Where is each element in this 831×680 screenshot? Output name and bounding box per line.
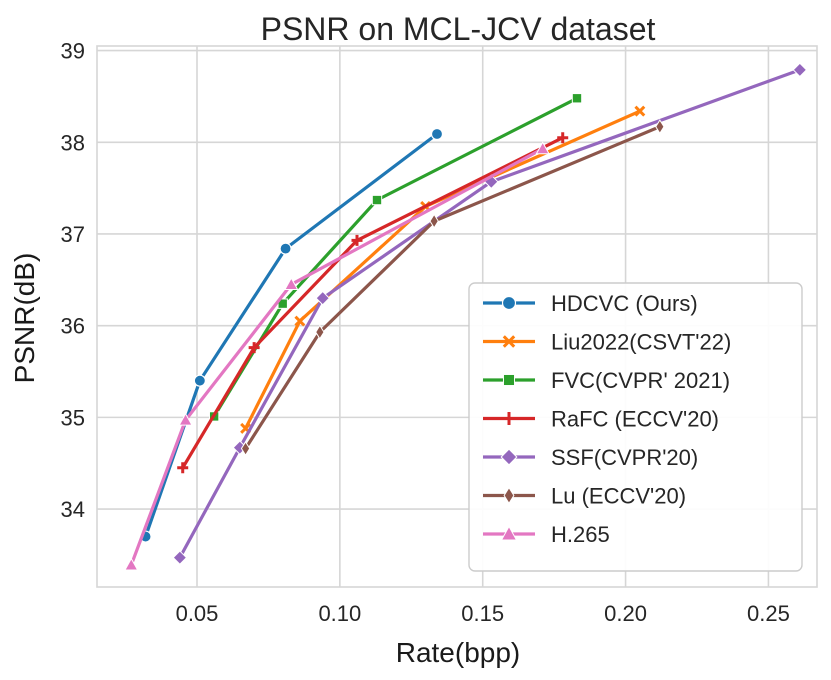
plot-border bbox=[96, 45, 818, 588]
data-point bbox=[429, 213, 439, 229]
data-point bbox=[634, 105, 646, 117]
x-tick-label: 0.25 bbox=[747, 601, 790, 626]
legend-entry: HDCVC (Ours) bbox=[483, 291, 698, 316]
legend-label: Liu2022(CSVT'22) bbox=[551, 330, 731, 355]
legend-label: Lu (ECCV'20) bbox=[551, 484, 686, 509]
data-point bbox=[172, 550, 188, 565]
legend: HDCVC (Ours) Liu2022(CSVT'22) FVC(CVPR' 20… bbox=[468, 282, 803, 572]
data-point bbox=[655, 119, 665, 135]
series-h-265 bbox=[124, 141, 550, 571]
data-point bbox=[315, 290, 331, 306]
x-axis-label: Rate(bpp) bbox=[396, 637, 521, 668]
x-tick-label: 0.20 bbox=[604, 601, 647, 626]
data-point bbox=[535, 141, 550, 155]
legend-entry: H.265 bbox=[483, 522, 610, 547]
data-point bbox=[571, 93, 583, 104]
y-tick-label: 36 bbox=[61, 314, 85, 339]
y-tick-label: 34 bbox=[61, 497, 85, 522]
series-line bbox=[243, 125, 662, 451]
legend-marker bbox=[500, 448, 518, 466]
data-point bbox=[315, 324, 325, 340]
y-axis-label: PSNR(dB) bbox=[9, 253, 40, 384]
legend-label: FVC(CVPR' 2021) bbox=[551, 368, 730, 393]
legend-entry: Liu2022(CSVT'22) bbox=[483, 330, 731, 355]
data-point bbox=[193, 374, 206, 387]
data-point bbox=[371, 194, 383, 206]
x-tick-label: 0.05 bbox=[176, 601, 219, 626]
legend-entry: FVC(CVPR' 2021) bbox=[483, 368, 730, 393]
legend-entry: RaFC (ECCV'20) bbox=[483, 407, 719, 432]
series-line bbox=[181, 136, 565, 470]
series-ssf-cvpr-20 bbox=[172, 62, 808, 565]
series-liu2022-csvt-22 bbox=[240, 105, 646, 434]
data-point bbox=[248, 342, 260, 354]
legend-box bbox=[468, 282, 803, 572]
legend-marker bbox=[502, 373, 516, 387]
y-tick-label: 39 bbox=[61, 39, 85, 64]
legend-marker bbox=[503, 486, 515, 505]
x-tick-label: 0.15 bbox=[461, 601, 504, 626]
data-point bbox=[279, 242, 292, 255]
tick-labels: 0.05 0.10 0.15 0.20 0.25 34 35 36 37 38 39 bbox=[61, 39, 790, 626]
y-tick-label: 35 bbox=[61, 405, 85, 430]
legend-label: RaFC (ECCV'20) bbox=[551, 407, 719, 432]
series-layer bbox=[124, 62, 808, 571]
legend-marker bbox=[500, 525, 518, 541]
legend-label: H.265 bbox=[551, 522, 610, 547]
plot-frame bbox=[96, 45, 818, 588]
legend-entry: SSF(CVPR'20) bbox=[483, 445, 698, 470]
series-lu-eccv-20 bbox=[240, 119, 665, 457]
data-point bbox=[240, 440, 251, 457]
legend-entry: Lu (ECCV'20) bbox=[483, 484, 686, 509]
data-point bbox=[177, 462, 189, 474]
chart-title: PSNR on MCL-JCV dataset bbox=[261, 11, 656, 47]
y-tick-label: 38 bbox=[61, 130, 85, 155]
legend-marker bbox=[502, 412, 516, 425]
y-tick-label: 37 bbox=[61, 222, 85, 247]
data-point bbox=[351, 234, 363, 246]
data-point bbox=[178, 412, 193, 426]
data-point bbox=[284, 277, 299, 290]
legend-marker bbox=[502, 335, 516, 348]
data-point bbox=[557, 132, 569, 144]
legend-marker bbox=[501, 295, 517, 311]
series-line bbox=[129, 147, 545, 567]
legend-label: HDCVC (Ours) bbox=[551, 291, 698, 316]
series-line bbox=[243, 109, 642, 430]
legend-label: SSF(CVPR'20) bbox=[551, 445, 698, 470]
data-point bbox=[124, 557, 139, 571]
data-point bbox=[430, 127, 444, 141]
data-point bbox=[792, 62, 808, 78]
data-point bbox=[294, 315, 306, 327]
series-rafc-eccv-20 bbox=[177, 132, 569, 474]
x-tick-label: 0.10 bbox=[318, 601, 361, 626]
